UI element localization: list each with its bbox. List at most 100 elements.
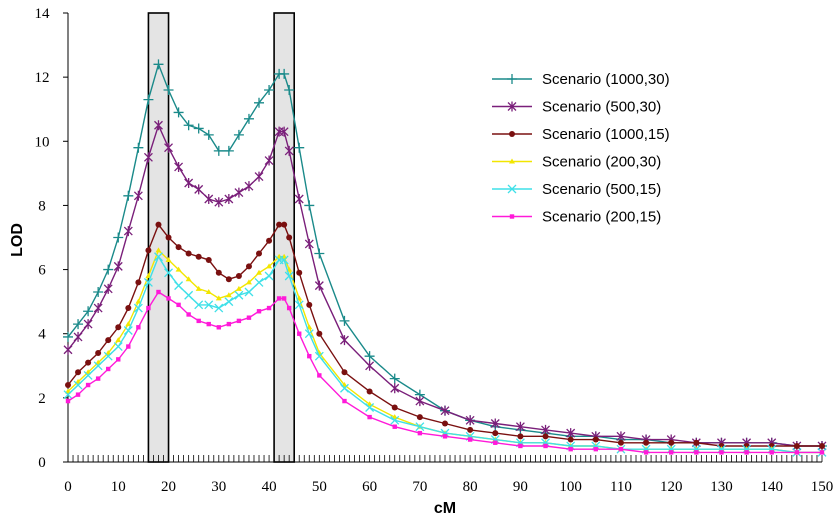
legend-marker bbox=[509, 158, 515, 164]
data-point bbox=[819, 450, 825, 455]
axes bbox=[67, 13, 822, 463]
data-point bbox=[643, 439, 650, 446]
highlight-region-1 bbox=[147, 12, 170, 463]
x-tick-label: 20 bbox=[161, 479, 176, 495]
data-point bbox=[668, 439, 675, 446]
data-point bbox=[304, 329, 314, 339]
data-point bbox=[264, 84, 275, 95]
data-point bbox=[113, 232, 124, 243]
data-point bbox=[279, 126, 289, 137]
data-point bbox=[467, 426, 474, 433]
data-point bbox=[63, 390, 73, 400]
data-point bbox=[341, 369, 348, 376]
data-point bbox=[195, 285, 202, 291]
legend-marker bbox=[507, 184, 517, 194]
data-point bbox=[567, 436, 574, 443]
legend-item-5: Scenario (500,15) bbox=[492, 181, 661, 198]
data-point bbox=[592, 436, 599, 443]
legend-label: Scenario (1000,30) bbox=[542, 71, 670, 88]
data-point bbox=[794, 450, 800, 455]
x-tick-label: 50 bbox=[312, 479, 327, 495]
data-point bbox=[224, 297, 234, 307]
x-axis-title: cM bbox=[434, 500, 456, 517]
data-point bbox=[366, 401, 373, 407]
data-point bbox=[185, 250, 192, 257]
y-tick-label: 4 bbox=[38, 327, 46, 343]
data-point bbox=[113, 342, 123, 352]
y-axis-title: LOD bbox=[9, 223, 26, 257]
data-point bbox=[175, 244, 182, 251]
data-point bbox=[83, 370, 93, 380]
data-point bbox=[233, 129, 244, 140]
data-point bbox=[365, 360, 375, 371]
data-point bbox=[693, 439, 700, 446]
data-point bbox=[244, 181, 254, 192]
data-point bbox=[819, 442, 825, 449]
data-point bbox=[304, 238, 314, 249]
data-point bbox=[133, 303, 143, 313]
data-point bbox=[135, 279, 142, 286]
data-point bbox=[286, 234, 293, 241]
data-point bbox=[213, 145, 224, 156]
y-tick-label: 8 bbox=[38, 198, 46, 214]
data-point bbox=[173, 107, 184, 118]
data-point bbox=[174, 281, 184, 291]
data-point bbox=[65, 398, 71, 404]
data-point bbox=[245, 279, 252, 285]
data-point bbox=[294, 194, 304, 205]
y-tick-label: 6 bbox=[38, 263, 46, 279]
data-point bbox=[154, 252, 163, 262]
data-point bbox=[390, 383, 400, 394]
data-point bbox=[115, 324, 122, 331]
data-point bbox=[284, 145, 294, 156]
data-point bbox=[75, 392, 81, 397]
x-tick-label: 10 bbox=[111, 479, 126, 495]
data-point bbox=[146, 305, 151, 311]
data-point bbox=[65, 388, 71, 394]
data-point bbox=[243, 113, 254, 124]
data-point bbox=[307, 353, 312, 359]
x-tick-label: 140 bbox=[760, 479, 783, 495]
data-point bbox=[440, 405, 450, 416]
data-point bbox=[493, 440, 498, 445]
data-point bbox=[206, 321, 211, 327]
data-point bbox=[103, 283, 113, 294]
highlight-regions bbox=[147, 12, 295, 463]
data-point bbox=[281, 221, 288, 228]
data-point bbox=[276, 253, 283, 259]
data-point bbox=[195, 253, 202, 260]
data-point bbox=[204, 300, 214, 310]
data-point bbox=[93, 361, 103, 371]
legend-label: Scenario (500,15) bbox=[542, 181, 661, 198]
data-point bbox=[492, 430, 499, 437]
series-line-6 bbox=[67, 291, 822, 454]
x-tick-label: 90 bbox=[513, 479, 528, 495]
data-point bbox=[340, 335, 349, 346]
data-point bbox=[85, 382, 91, 388]
data-point bbox=[314, 248, 325, 259]
y-tick-label: 0 bbox=[38, 455, 46, 471]
x-tick-label: 0 bbox=[64, 479, 72, 495]
data-point bbox=[216, 325, 221, 330]
legend-item-3: Scenario (1000,15) bbox=[492, 126, 670, 143]
data-point bbox=[73, 380, 83, 390]
data-point bbox=[245, 263, 252, 270]
data-point bbox=[214, 197, 224, 208]
data-point bbox=[279, 68, 290, 79]
data-point bbox=[568, 446, 573, 452]
data-point bbox=[196, 318, 201, 324]
data-point bbox=[143, 277, 153, 287]
legend-label: Scenario (500,30) bbox=[542, 99, 661, 116]
data-point bbox=[415, 422, 425, 432]
legend-item-2: Scenario (500,30) bbox=[492, 99, 661, 116]
data-point bbox=[616, 431, 626, 442]
data-point bbox=[316, 330, 323, 337]
data-point bbox=[205, 256, 212, 263]
data-point bbox=[163, 84, 174, 95]
series-1 bbox=[63, 59, 827, 451]
data-point bbox=[133, 142, 144, 153]
x-tick-label: 130 bbox=[710, 479, 733, 495]
data-point bbox=[224, 194, 234, 205]
series-6 bbox=[65, 289, 825, 455]
data-point bbox=[156, 289, 161, 295]
